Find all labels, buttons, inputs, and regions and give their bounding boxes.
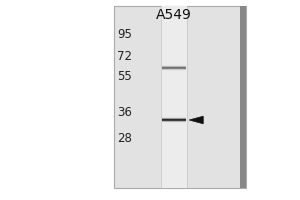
Bar [162,120,186,121]
Bar [162,121,186,122]
Bar [161,6,187,188]
Text: 28: 28 [117,132,132,144]
Bar [162,71,186,72]
Text: A549: A549 [156,8,192,22]
Bar [162,65,186,66]
Bar [162,68,186,69]
Bar [162,117,186,118]
Bar [162,70,186,71]
Bar [114,6,246,188]
Text: 36: 36 [117,106,132,118]
Bar [162,118,186,119]
Bar [240,6,246,188]
Text: 95: 95 [117,27,132,40]
Bar [162,67,186,68]
Bar [162,119,186,120]
Bar [162,123,186,124]
Bar [162,69,186,70]
Bar [162,116,186,117]
Bar [162,66,186,67]
Bar [162,64,186,65]
Bar [162,122,186,123]
Polygon shape [189,116,203,124]
Text: 72: 72 [117,49,132,62]
Text: 55: 55 [117,70,132,82]
